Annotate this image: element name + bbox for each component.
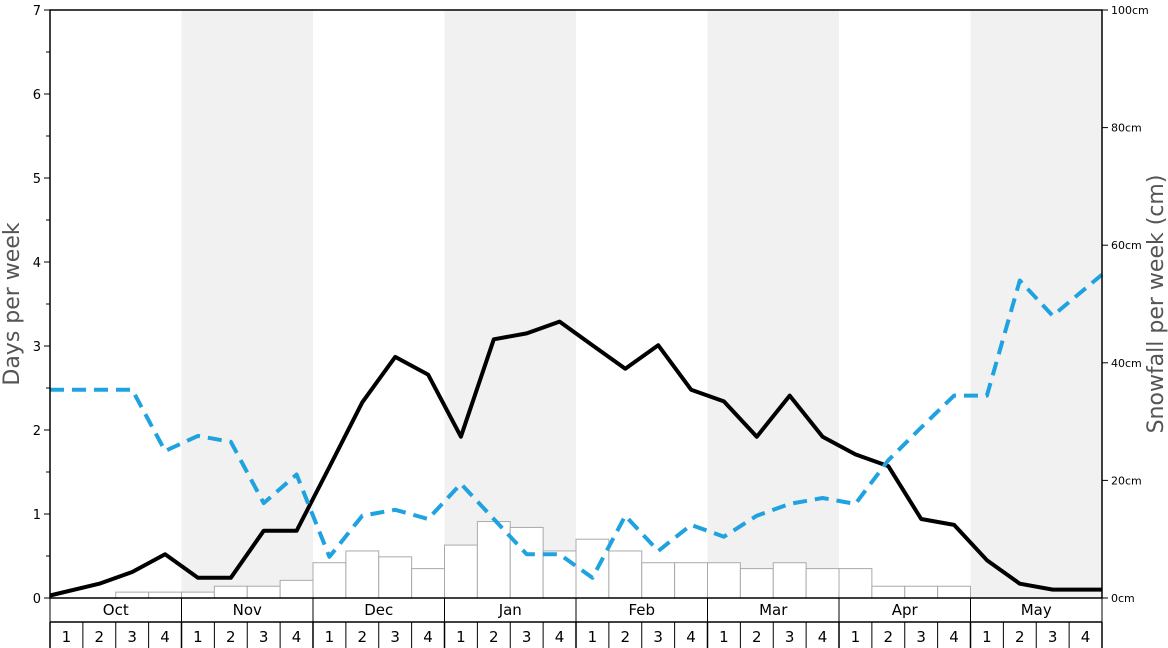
- left-tick-label: 1: [33, 508, 41, 523]
- week-label: 2: [752, 628, 762, 646]
- week-label: 4: [423, 628, 433, 646]
- week-label: 1: [456, 628, 466, 646]
- month-label: Nov: [233, 601, 262, 619]
- month-shade-nov: [181, 10, 313, 598]
- snowfall-bar: [641, 562, 676, 599]
- month-label: Mar: [759, 601, 788, 619]
- month-label: May: [1021, 601, 1052, 619]
- week-label: 4: [1081, 628, 1091, 646]
- snowfall-bar: [312, 562, 347, 599]
- solid-day-line: [49, 319, 1102, 598]
- week-label: 3: [390, 628, 400, 646]
- week-label: 4: [686, 628, 696, 646]
- week-label: 3: [522, 628, 532, 646]
- week-label: 1: [982, 628, 992, 646]
- snowfall-bar: [871, 585, 906, 599]
- week-label: 2: [621, 628, 631, 646]
- week-label: 4: [949, 628, 959, 646]
- left-tick-label: 4: [33, 256, 41, 271]
- snowfall-bar: [707, 562, 741, 599]
- month-label: Dec: [364, 601, 393, 619]
- week-label: 2: [226, 628, 236, 646]
- snowfall-bar: [115, 591, 150, 599]
- month-label: Apr: [892, 601, 919, 619]
- right-tick-label: 40cm: [1111, 357, 1142, 370]
- day-lines: [49, 273, 1104, 598]
- left-axis: 0 1 2 3 4 5 6 7: [33, 4, 50, 607]
- week-label: 4: [818, 628, 828, 646]
- snowfall-bar: [674, 562, 708, 599]
- week-label: 2: [1015, 628, 1025, 646]
- snowfall-bar: [148, 591, 182, 599]
- right-tick-label: 100cm: [1111, 4, 1149, 17]
- snowfall-bar: [575, 538, 610, 599]
- snowfall-bar: [411, 568, 445, 599]
- snowfall-bar: [444, 544, 478, 599]
- snowfall-bar: [805, 568, 840, 599]
- week-label: 3: [916, 628, 926, 646]
- snowfall-bar: [378, 556, 413, 599]
- right-tick-label: 20cm: [1111, 474, 1142, 487]
- month-shade-may: [970, 10, 1102, 598]
- week-label: 1: [851, 628, 861, 646]
- week-row: 1 2 3 4 1 2 3 4 1 2 3 4 1 2 3 4 1 2 3 4 1 2 3 4 1 2 3 4 1 2 3 4: [49, 622, 1103, 648]
- left-tick-label: 6: [33, 88, 41, 103]
- snowfall-bar: [279, 579, 314, 599]
- week-label: 4: [160, 628, 170, 646]
- right-axis-title: Snowfall per week (cm): [1144, 175, 1168, 434]
- snowfall-bar: [476, 521, 511, 599]
- snowfall-bar: [542, 550, 577, 599]
- week-label: 3: [259, 628, 269, 646]
- week-label: 1: [193, 628, 203, 646]
- left-tick-label: 7: [33, 4, 41, 19]
- right-tick-label: 80cm: [1111, 122, 1142, 135]
- month-label: Oct: [103, 601, 129, 619]
- week-label: 1: [62, 628, 72, 646]
- week-label: 3: [785, 628, 795, 646]
- month-label: Feb: [628, 601, 655, 619]
- month-row: Oct Nov Dec Jan Feb Mar Apr May: [49, 598, 1103, 623]
- week-label: 4: [555, 628, 565, 646]
- snowfall-bar: [509, 526, 544, 599]
- snowfall-bar: [937, 585, 971, 599]
- left-axis-title: Days per week: [0, 222, 25, 385]
- week-label: 3: [653, 628, 663, 646]
- left-tick-label: 3: [33, 340, 41, 355]
- month-shade-jan: [444, 10, 576, 598]
- week-label: 2: [358, 628, 368, 646]
- left-tick-label: 2: [33, 424, 41, 439]
- snowfall-bar: [608, 550, 643, 599]
- week-label: 2: [489, 628, 499, 646]
- week-label: 2: [95, 628, 105, 646]
- week-label: 3: [1048, 628, 1058, 646]
- right-tick-label: 60cm: [1111, 239, 1142, 252]
- snowfall-bar: [345, 550, 380, 599]
- left-tick-label: 5: [33, 172, 41, 187]
- week-label: 4: [292, 628, 302, 646]
- snowfall-bar: [904, 585, 939, 599]
- snowfall-bar: [772, 562, 807, 599]
- snowfall-bar: [739, 568, 774, 599]
- left-tick-label: 0: [33, 592, 41, 607]
- dashed-day-line: [50, 273, 1104, 580]
- month-label: Jan: [498, 601, 522, 619]
- month-shading: [181, 10, 1102, 598]
- right-axis: 0cm 20cm 40cm 60cm 80cm 100cm: [1102, 4, 1149, 605]
- week-label: 1: [588, 628, 598, 646]
- snowfall-bar: [246, 585, 281, 599]
- week-label: 1: [325, 628, 335, 646]
- week-label: 1: [719, 628, 729, 646]
- week-label: 2: [884, 628, 894, 646]
- week-label: 3: [127, 628, 137, 646]
- snowfall-bar: [838, 568, 873, 599]
- snowfall-bar: [181, 591, 215, 599]
- right-tick-label: 0cm: [1111, 592, 1135, 605]
- snowfall-bar: [213, 585, 248, 599]
